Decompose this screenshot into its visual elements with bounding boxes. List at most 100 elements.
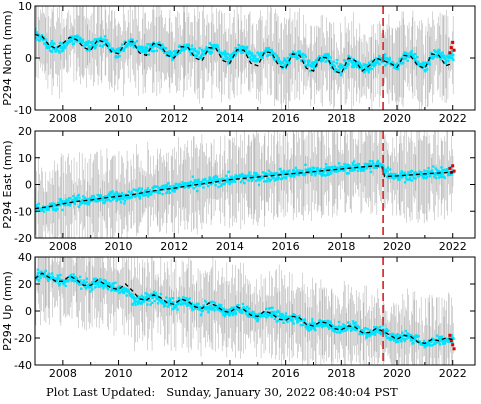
obs-point — [160, 45, 163, 48]
obs-point — [292, 175, 296, 178]
obs-point — [357, 326, 361, 329]
obs-point — [211, 300, 215, 304]
obs-point — [416, 55, 419, 59]
obs-point — [168, 297, 171, 300]
obs-point — [280, 61, 283, 65]
obs-point — [265, 179, 269, 183]
obs-point — [49, 45, 52, 49]
obs-point — [401, 331, 404, 334]
obs-point — [86, 200, 89, 204]
obs-point — [103, 201, 106, 205]
obs-point — [452, 58, 455, 61]
obs-point — [404, 52, 408, 56]
obs-point — [191, 47, 195, 50]
obs-point — [305, 171, 308, 175]
observations — [35, 268, 456, 351]
obs-point — [220, 55, 223, 58]
obs-point — [85, 49, 89, 52]
obs-point — [255, 60, 258, 63]
obs-point — [253, 175, 256, 178]
obs-point — [267, 53, 270, 56]
obs-point — [237, 176, 240, 179]
obs-point — [262, 314, 266, 318]
obs-point — [199, 183, 202, 187]
obs-point — [245, 309, 249, 313]
obs-point — [280, 177, 283, 180]
obs-point — [328, 325, 332, 328]
obs-point — [122, 194, 125, 197]
obs-point — [162, 46, 165, 49]
obs-point — [444, 62, 448, 65]
obs-point — [391, 333, 395, 336]
obs-point — [88, 49, 91, 52]
obs-point — [351, 163, 355, 167]
obs-point — [77, 193, 80, 197]
obs-point — [229, 309, 232, 312]
obs-point — [52, 208, 55, 211]
obs-point — [216, 305, 219, 308]
obs-point — [205, 301, 208, 304]
obs-point — [330, 326, 333, 329]
obs-point — [102, 43, 105, 46]
obs-point — [37, 33, 40, 36]
obs-point — [319, 60, 323, 63]
obs-point — [352, 64, 355, 67]
obs-point — [211, 45, 214, 49]
obs-point — [164, 47, 168, 50]
obs-point — [451, 56, 454, 59]
obs-point — [168, 191, 171, 194]
obs-point — [64, 281, 67, 284]
obs-point — [106, 41, 110, 45]
obs-point — [260, 177, 263, 180]
obs-point — [152, 290, 156, 293]
obs-point — [50, 272, 54, 275]
obs-point — [239, 45, 242, 48]
data-point — [89, 40, 93, 45]
obs-point — [418, 64, 421, 67]
obs-point — [134, 303, 137, 307]
obs-point — [121, 289, 124, 292]
obs-point — [120, 196, 123, 200]
obs-point — [449, 56, 453, 60]
obs-point — [278, 60, 281, 63]
obs-point — [112, 282, 115, 285]
obs-point — [56, 274, 59, 277]
obs-point — [37, 202, 40, 206]
obs-point — [247, 315, 250, 318]
obs-point — [350, 168, 353, 171]
y-tick-label: 0 — [25, 305, 32, 318]
obs-point — [275, 314, 279, 318]
obs-point — [66, 203, 70, 207]
obs-point — [406, 178, 409, 181]
obs-point — [273, 317, 276, 320]
data-point — [214, 46, 218, 50]
obs-point — [281, 314, 285, 317]
y-tick-label: 0 — [25, 52, 32, 65]
obs-point — [393, 66, 396, 69]
obs-point — [226, 52, 229, 56]
obs-point — [140, 302, 143, 305]
obs-point — [450, 173, 453, 176]
obs-point — [153, 299, 156, 303]
obs-point — [303, 53, 307, 57]
obs-point — [191, 305, 195, 308]
obs-point — [430, 339, 434, 342]
obs-point — [426, 170, 429, 173]
obs-point — [383, 56, 386, 59]
obs-point — [371, 160, 374, 163]
obs-point — [439, 58, 443, 61]
x-tick-label: 2010 — [105, 367, 133, 380]
data-point — [75, 277, 79, 281]
obs-point — [234, 54, 237, 57]
obs-point — [142, 191, 146, 195]
x-tick-label: 2012 — [160, 367, 188, 380]
obs-point — [183, 48, 186, 51]
obs-point — [437, 52, 440, 55]
obs-point — [407, 333, 410, 336]
obs-point — [438, 335, 442, 339]
obs-point — [227, 170, 231, 173]
obs-point — [125, 197, 129, 200]
obs-point — [425, 344, 429, 347]
obs-point — [79, 37, 82, 40]
obs-point — [395, 173, 398, 176]
